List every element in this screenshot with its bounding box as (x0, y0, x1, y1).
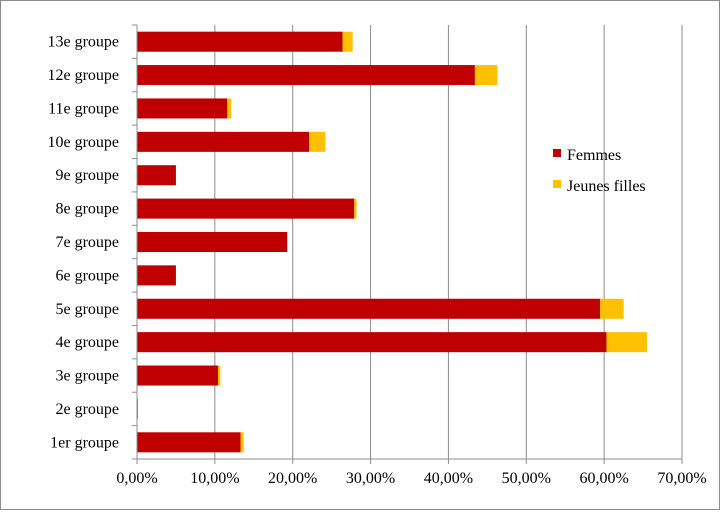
legend-label: Jeunes filles (567, 178, 646, 195)
category-label: 6e groupe (55, 267, 119, 284)
bar-femmes (137, 332, 607, 353)
bar-femmes (137, 231, 288, 253)
bar-jeunes-filles (354, 198, 357, 219)
x-tick-label: 0,00% (116, 470, 157, 487)
category-label: 7e groupe (55, 234, 119, 251)
x-tick-label: 70,00% (657, 470, 706, 487)
category-label: 4e groupe (55, 334, 119, 351)
bar-jeunes-filles (240, 432, 244, 453)
x-tick-labels: 0,00% 10,00% 20,00% 30,00% 40,00% 50,00% 60,00… (116, 470, 706, 487)
x-tick-label: 60,00% (579, 470, 628, 487)
category-label: 11e groupe (48, 100, 119, 117)
bar-jeunes-filles (342, 31, 353, 52)
category-label: 8e groupe (55, 201, 119, 218)
category-label: 12e groupe (47, 67, 119, 84)
bar-femmes (137, 198, 355, 219)
bar-femmes (137, 31, 343, 52)
bars (137, 31, 647, 453)
category-label: 10e groupe (47, 134, 119, 151)
bar-jeunes-filles (474, 65, 498, 86)
bar-femmes (137, 165, 176, 186)
legend-swatch (553, 180, 561, 188)
category-label: 1er groupe (50, 434, 119, 451)
x-tick-label: 30,00% (346, 470, 395, 487)
category-labels: 1er groupe 2e groupe 3e groupe 4e groupe 5e … (47, 34, 119, 452)
category-label: 13e groupe (47, 34, 119, 51)
category-label: 9e groupe (55, 167, 119, 184)
x-tick-label: 40,00% (424, 470, 473, 487)
category-label: 5e groupe (55, 301, 119, 318)
bar-jeunes-filles (217, 365, 221, 386)
bar-femmes (137, 432, 241, 453)
x-tick-label: 50,00% (502, 470, 551, 487)
x-tick-label: 20,00% (268, 470, 317, 487)
bar-femmes (137, 98, 228, 119)
legend-label: Femmes (567, 147, 621, 164)
legend-swatch (553, 149, 561, 157)
bar-jeunes-filles (309, 131, 326, 152)
category-label: 3e groupe (55, 368, 119, 385)
bar-femmes (137, 131, 310, 152)
legend: Femmes Jeunes filles (553, 147, 646, 195)
gridlines (214, 25, 683, 459)
bar-femmes (137, 298, 601, 319)
bar-jeunes-filles (606, 332, 647, 353)
bar-femmes (137, 365, 218, 386)
category-label: 2e groupe (55, 401, 119, 418)
bar-femmes (137, 65, 475, 86)
axes (132, 24, 683, 464)
x-tick-label: 10,00% (190, 470, 239, 487)
bar-femmes (137, 265, 176, 286)
bar-jeunes-filles (600, 298, 624, 319)
bar-jeunes-filles (227, 98, 232, 119)
